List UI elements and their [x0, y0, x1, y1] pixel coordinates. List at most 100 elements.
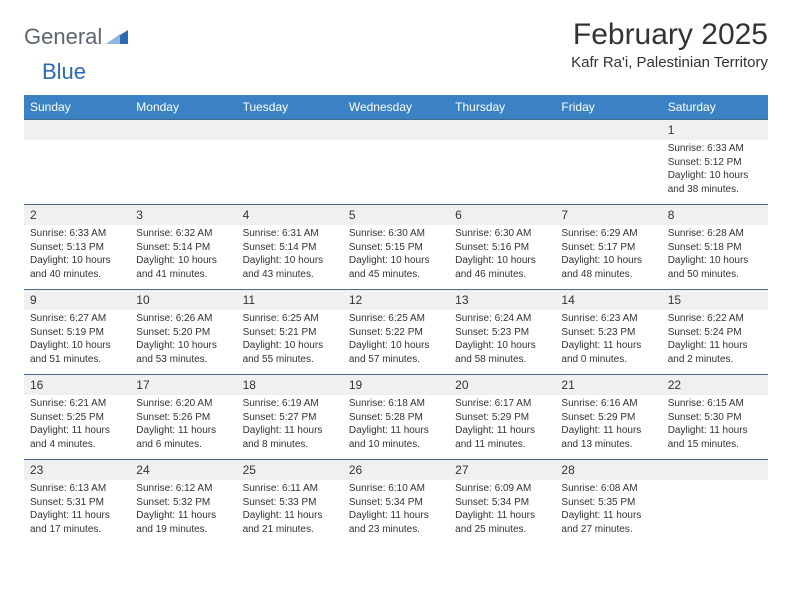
brand-logo: General — [24, 18, 130, 50]
daylight-text: Daylight: 10 hours and 45 minutes. — [349, 254, 443, 281]
sunrise-text: Sunrise: 6:29 AM — [561, 227, 655, 241]
day-cell: Sunrise: 6:19 AMSunset: 5:27 PMDaylight:… — [237, 395, 343, 459]
day-number: 7 — [555, 205, 661, 225]
day-cell: Sunrise: 6:28 AMSunset: 5:18 PMDaylight:… — [662, 225, 768, 289]
day-number: 26 — [343, 460, 449, 480]
sunrise-text: Sunrise: 6:13 AM — [30, 482, 124, 496]
daylight-text: Daylight: 11 hours and 10 minutes. — [349, 424, 443, 451]
sunrise-text: Sunrise: 6:31 AM — [243, 227, 337, 241]
sunrise-text: Sunrise: 6:16 AM — [561, 397, 655, 411]
day-number — [449, 120, 555, 140]
sunrise-text: Sunrise: 6:09 AM — [455, 482, 549, 496]
title-block: February 2025 Kafr Ra'i, Palestinian Ter… — [571, 18, 768, 71]
day-number: 28 — [555, 460, 661, 480]
day-cell: Sunrise: 6:33 AMSunset: 5:12 PMDaylight:… — [662, 140, 768, 204]
sunrise-text: Sunrise: 6:30 AM — [349, 227, 443, 241]
sunset-text: Sunset: 5:21 PM — [243, 326, 337, 340]
daylight-text: Daylight: 11 hours and 11 minutes. — [455, 424, 549, 451]
day-cell: Sunrise: 6:11 AMSunset: 5:33 PMDaylight:… — [237, 480, 343, 544]
day-cell: Sunrise: 6:17 AMSunset: 5:29 PMDaylight:… — [449, 395, 555, 459]
day-body-row: Sunrise: 6:33 AMSunset: 5:13 PM Daylight:… — [24, 225, 768, 289]
day-cell: Sunrise: 6:20 AMSunset: 5:26 PMDaylight:… — [130, 395, 236, 459]
day-body-row: Sunrise: 6:21 AMSunset: 5:25 PMDaylight:… — [24, 395, 768, 459]
weeks-container: 1Sunrise: 6:33 AMSunset: 5:12 PMDaylight… — [24, 119, 768, 544]
daylight-text: Daylight: 10 hours and 57 minutes. — [349, 339, 443, 366]
day-cell: Sunrise: 6:30 AMSunset: 5:15 PMDaylight:… — [343, 225, 449, 289]
weekday-header: Friday — [555, 95, 661, 119]
day-number-row: 9101112131415 — [24, 289, 768, 310]
calendar-page: General February 2025 Kafr Ra'i, Palesti… — [0, 0, 792, 554]
day-number: 4 — [237, 205, 343, 225]
day-cell: Sunrise: 6:32 AMSunset: 5:14 PMDaylight:… — [130, 225, 236, 289]
sunrise-text: Sunrise: 6:12 AM — [136, 482, 230, 496]
page-subtitle: Kafr Ra'i, Palestinian Territory — [571, 54, 768, 71]
day-number-row: 1 — [24, 119, 768, 140]
sunrise-text: Sunrise: 6:15 AM — [668, 397, 762, 411]
day-number: 15 — [662, 290, 768, 310]
sunrise-text: Sunrise: 6:32 AM — [136, 227, 230, 241]
sunrise-text: Sunrise: 6:20 AM — [136, 397, 230, 411]
sunrise-text: Sunrise: 6:25 AM — [349, 312, 443, 326]
day-cell: Sunrise: 6:24 AMSunset: 5:23 PMDaylight:… — [449, 310, 555, 374]
day-number: 11 — [237, 290, 343, 310]
sunset-text: Sunset: 5:17 PM — [561, 241, 655, 255]
daylight-text: Daylight: 11 hours and 15 minutes. — [668, 424, 762, 451]
day-number: 9 — [24, 290, 130, 310]
daylight-text: Daylight: 11 hours and 17 minutes. — [30, 509, 124, 536]
day-cell — [237, 140, 343, 204]
day-cell — [130, 140, 236, 204]
day-cell: Sunrise: 6:23 AMSunset: 5:23 PMDaylight:… — [555, 310, 661, 374]
sunrise-text: Sunrise: 6:19 AM — [243, 397, 337, 411]
sunset-text: Sunset: 5:13 PM — [30, 241, 124, 255]
day-cell: Sunrise: 6:13 AMSunset: 5:31 PMDaylight:… — [24, 480, 130, 544]
day-body-row: Sunrise: 6:33 AMSunset: 5:12 PMDaylight:… — [24, 140, 768, 204]
sunset-text: Sunset: 5:15 PM — [349, 241, 443, 255]
day-cell: Sunrise: 6:12 AMSunset: 5:32 PMDaylight:… — [130, 480, 236, 544]
day-cell — [24, 140, 130, 204]
day-number: 14 — [555, 290, 661, 310]
daylight-text: Daylight: 11 hours and 0 minutes. — [561, 339, 655, 366]
sunset-text: Sunset: 5:32 PM — [136, 496, 230, 510]
daylight-text: Daylight: 11 hours and 13 minutes. — [561, 424, 655, 451]
daylight-text: Daylight: 11 hours and 4 minutes. — [30, 424, 124, 451]
day-number: 22 — [662, 375, 768, 395]
day-number: 21 — [555, 375, 661, 395]
sunrise-text: Sunrise: 6:22 AM — [668, 312, 762, 326]
sunset-text: Sunset: 5:23 PM — [561, 326, 655, 340]
day-cell: Sunrise: 6:15 AMSunset: 5:30 PMDaylight:… — [662, 395, 768, 459]
sunset-text: Sunset: 5:24 PM — [668, 326, 762, 340]
day-number: 1 — [662, 120, 768, 140]
daylight-text: Daylight: 10 hours and 58 minutes. — [455, 339, 549, 366]
day-number: 17 — [130, 375, 236, 395]
day-cell: Sunrise: 6:10 AMSunset: 5:34 PMDaylight:… — [343, 480, 449, 544]
day-number — [237, 120, 343, 140]
weekday-header: Sunday — [24, 95, 130, 119]
day-cell: Sunrise: 6:25 AMSunset: 5:21 PMDaylight:… — [237, 310, 343, 374]
day-number — [343, 120, 449, 140]
day-number: 13 — [449, 290, 555, 310]
day-cell: Sunrise: 6:09 AMSunset: 5:34 PMDaylight:… — [449, 480, 555, 544]
day-cell: Sunrise: 6:08 AMSunset: 5:35 PMDaylight:… — [555, 480, 661, 544]
day-cell: Sunrise: 6:25 AMSunset: 5:22 PMDaylight:… — [343, 310, 449, 374]
daylight-text: Daylight: 11 hours and 19 minutes. — [136, 509, 230, 536]
day-number: 19 — [343, 375, 449, 395]
day-cell: Sunrise: 6:18 AMSunset: 5:28 PMDaylight:… — [343, 395, 449, 459]
sunset-text: Sunset: 5:18 PM — [668, 241, 762, 255]
daylight-text: Daylight: 10 hours and 48 minutes. — [561, 254, 655, 281]
sunset-text: Sunset: 5:28 PM — [349, 411, 443, 425]
daylight-text: Daylight: 10 hours and 43 minutes. — [243, 254, 337, 281]
sunset-text: Sunset: 5:14 PM — [136, 241, 230, 255]
daylight-text: Daylight: 11 hours and 21 minutes. — [243, 509, 337, 536]
sunrise-text: Sunrise: 6:33 AM — [30, 227, 124, 241]
sunset-text: Sunset: 5:23 PM — [455, 326, 549, 340]
sunrise-text: Sunrise: 6:10 AM — [349, 482, 443, 496]
daylight-text: Daylight: 10 hours and 41 minutes. — [136, 254, 230, 281]
daylight-text: Daylight: 10 hours and 55 minutes. — [243, 339, 337, 366]
sunset-text: Sunset: 5:20 PM — [136, 326, 230, 340]
day-cell: Sunrise: 6:21 AMSunset: 5:25 PMDaylight:… — [24, 395, 130, 459]
daylight-text: Daylight: 11 hours and 8 minutes. — [243, 424, 337, 451]
daylight-text: Daylight: 11 hours and 23 minutes. — [349, 509, 443, 536]
weekday-header: Tuesday — [237, 95, 343, 119]
daylight-text: Daylight: 11 hours and 25 minutes. — [455, 509, 549, 536]
sunrise-text: Sunrise: 6:08 AM — [561, 482, 655, 496]
